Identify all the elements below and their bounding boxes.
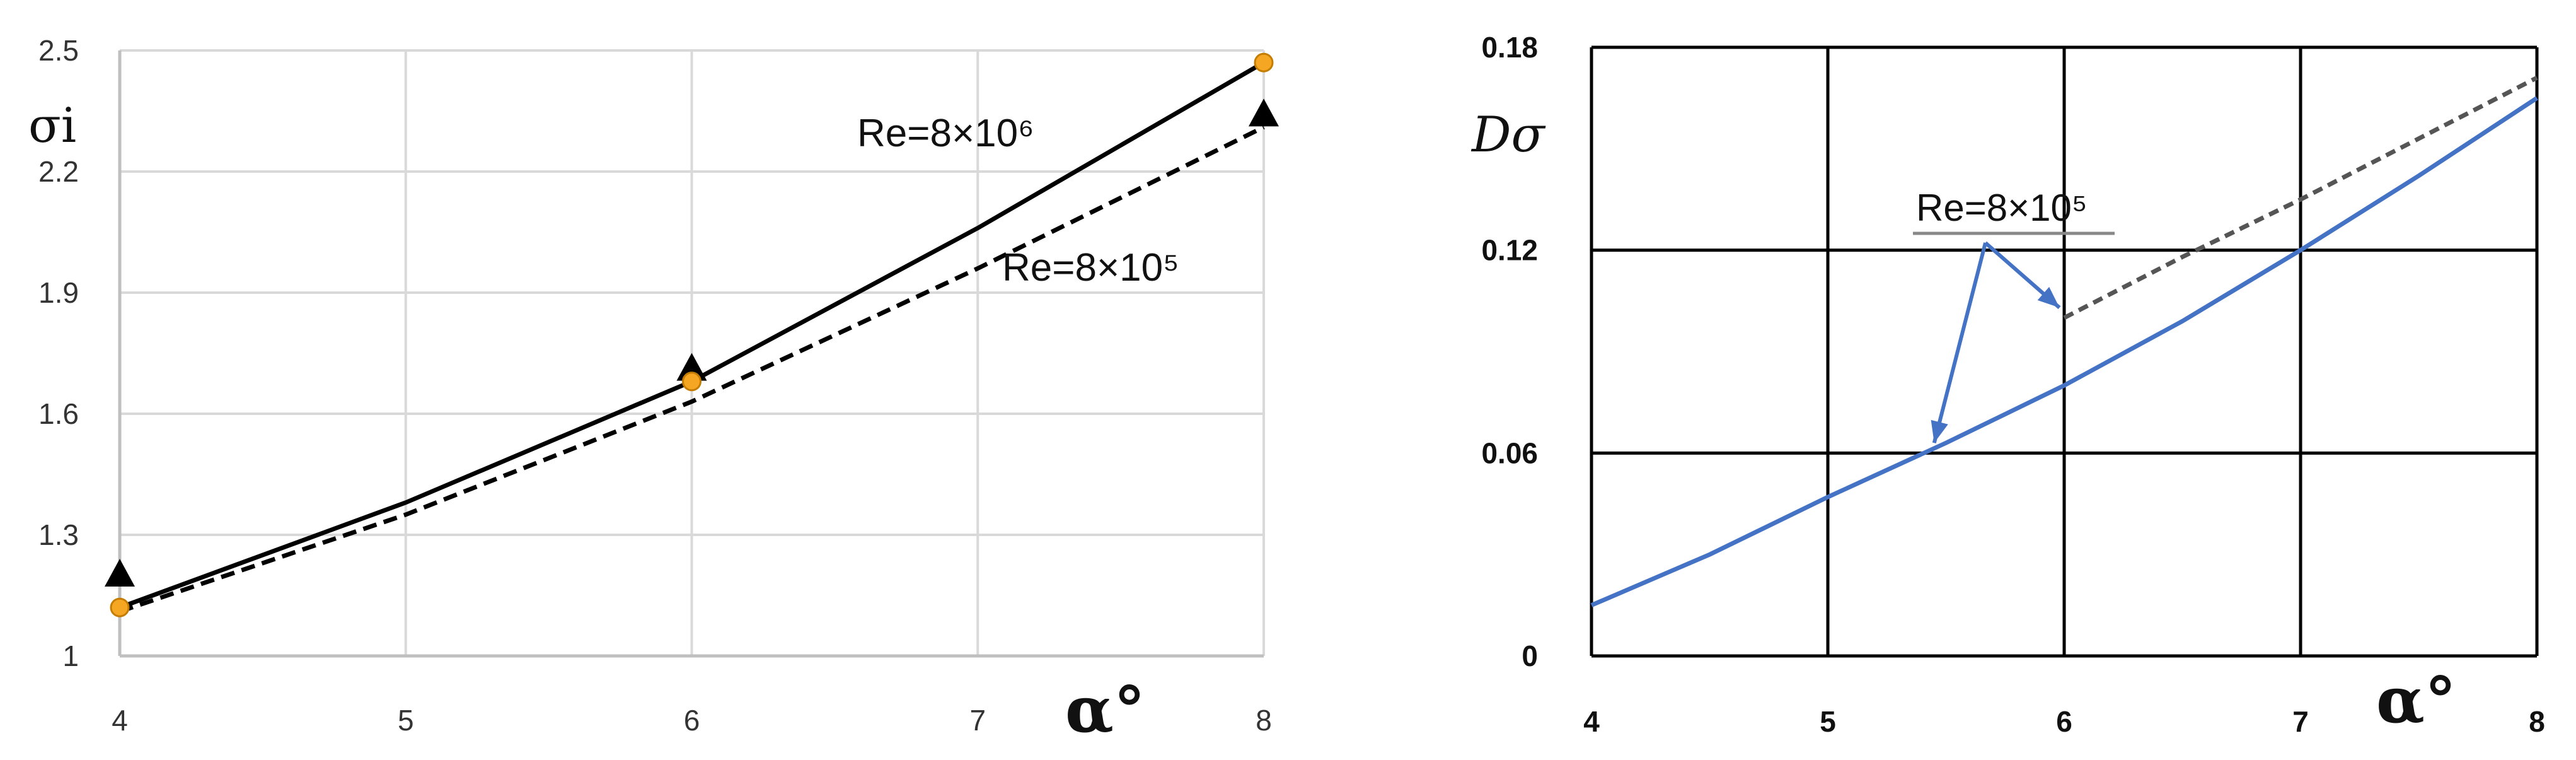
- left-markers: [105, 52, 1279, 617]
- left-x-tick-label: 5: [398, 704, 414, 737]
- circle-marker: [1254, 52, 1274, 73]
- arrowhead: [2037, 286, 2060, 308]
- left-y-tick-label: 1.3: [38, 518, 79, 551]
- right-y-axis-label: Dσ: [1470, 107, 1546, 163]
- right-y-tick-label: 0.18: [1481, 31, 1538, 64]
- left-y-tick-label: 1.9: [38, 276, 79, 309]
- left-y-tick-labels: 1 1.3 1.6 1.9 2.2 2.5: [38, 34, 79, 672]
- circle-marker: [110, 597, 130, 617]
- left-series-label-solid: Re=8×10⁶: [857, 112, 1034, 155]
- left-x-tick-labels: 4 5 6 7 8: [112, 704, 1272, 737]
- right-series: [1590, 76, 2538, 607]
- left-x-tick-label: 8: [1256, 704, 1272, 737]
- arrowhead: [1931, 419, 1948, 443]
- right-y-tick-label: 0.12: [1481, 234, 1538, 267]
- annotation-arrows: [1931, 241, 2061, 443]
- circle-marker: [682, 371, 702, 392]
- triangle-marker: [105, 559, 135, 587]
- left-chart: 4 5 6 7 8 1 1.3 1.6 1.9 2.2 2.5 σi α° Re=8×10⁶ Re…: [28, 34, 1279, 747]
- left-y-tick-label: 1: [62, 640, 79, 672]
- right-series-line-solid: [1590, 96, 2538, 607]
- arrow-to-solid-curve: [1932, 242, 1987, 443]
- right-x-tick-label: 6: [2056, 705, 2072, 738]
- right-y-tick-labels: 0 0.06 0.12 0.18: [1481, 31, 1538, 672]
- left-y-tick-label: 2.5: [38, 34, 79, 67]
- triangle-marker: [676, 353, 707, 381]
- right-gridlines: [1590, 45, 2539, 658]
- right-annotation-label: Re=8×10⁵: [1916, 187, 2088, 229]
- triangle-marker: [1249, 98, 1279, 127]
- right-x-tick-label: 4: [1583, 705, 1600, 738]
- right-x-tick-label: 8: [2529, 705, 2545, 738]
- left-y-tick-label: 1.6: [38, 397, 79, 430]
- left-y-tick-label: 2.2: [38, 155, 79, 188]
- left-series-line-dashed: [118, 125, 1265, 614]
- right-x-tick-label: 5: [1820, 705, 1836, 738]
- left-x-tick-label: 6: [684, 704, 700, 737]
- left-x-tick-label: 7: [969, 704, 986, 737]
- right-y-tick-label: 0: [1522, 640, 1538, 672]
- right-x-tick-labels: 4 5 6 7 8: [1583, 705, 2545, 738]
- left-x-axis-label: α°: [1065, 672, 1145, 747]
- right-chart: 4 5 6 7 8 0 0.06 0.12 0.18 Dσ α° Re=8×10⁵: [1470, 31, 2545, 738]
- right-series-line-dashed: [2063, 76, 2538, 320]
- right-y-tick-label: 0.06: [1481, 436, 1538, 469]
- left-y-axis-label: σi: [28, 97, 76, 153]
- right-x-axis-label: α°: [2376, 663, 2456, 737]
- left-x-tick-label: 4: [112, 704, 128, 737]
- right-x-tick-label: 7: [2292, 705, 2309, 738]
- left-series-label-dashed: Re=8×10⁵: [1002, 246, 1179, 289]
